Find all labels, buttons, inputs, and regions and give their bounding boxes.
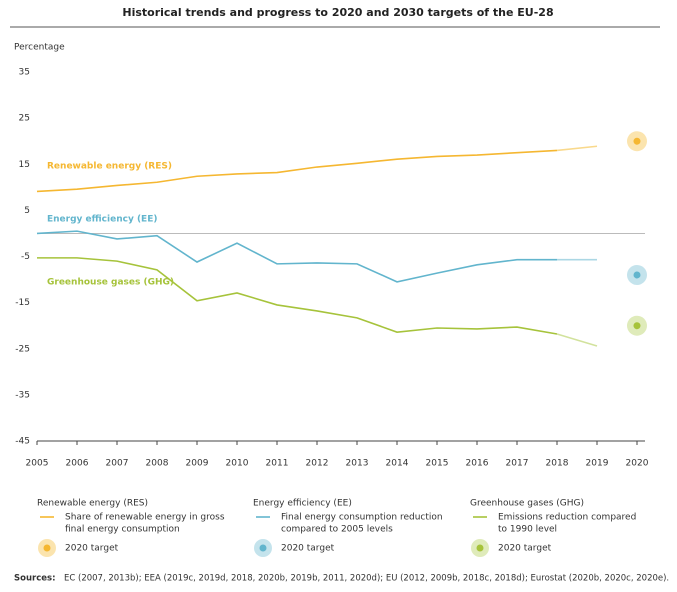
legend-target-label: 2020 target [65,544,119,554]
y-tick-label: -45 [15,437,30,447]
x-tick-label: 2011 [266,459,289,469]
legend-target-dot [476,544,484,552]
y-tick-label: -25 [15,344,30,354]
x-tick-label: 2014 [386,459,409,469]
target-dot [633,137,641,145]
legend-target-label: 2020 target [281,544,335,554]
legend-group-title: Greenhouse gases (GHG) [470,499,584,509]
series-line [37,257,558,335]
x-tick-label: 2007 [106,459,129,469]
legend-group-title: Energy efficiency (EE) [253,499,352,509]
target-dot [633,271,641,279]
legend-description: to 1990 level [498,525,557,535]
y-tick-label: -15 [15,298,30,308]
x-tick-label: 2006 [66,459,89,469]
target-dot [633,322,641,330]
legend-description: compared to 2005 levels [281,525,393,535]
y-tick-label: 5 [24,206,30,216]
legend-description: final energy consumption [65,525,180,535]
x-tick-label: 2010 [226,459,249,469]
projection-line [556,145,598,152]
legend-target-dot [43,544,51,552]
x-tick-label: 2016 [466,459,489,469]
legend-target-dot [259,544,267,552]
sources: EC (2007, 2013b); EEA (2019c, 2019d, 201… [64,574,669,584]
legend-description: Final energy consumption reduction [281,513,443,523]
x-tick-label: 2013 [346,459,369,469]
legend-group-title: Renewable energy (RES) [37,499,148,509]
x-tick-label: 2015 [426,459,449,469]
x-tick-label: 2018 [546,459,569,469]
x-tick-label: 2008 [146,459,169,469]
x-tick-label: 2005 [26,459,49,469]
series-line [36,149,558,193]
y-tick-label: 25 [19,114,30,124]
legend-description: Emissions reduction compared [498,513,636,523]
legend-target-label: 2020 target [498,544,552,554]
x-tick-label: 2012 [306,459,329,469]
y-tick-label: -5 [21,252,30,262]
y-tick-label: 15 [19,160,30,170]
x-tick-label: 2009 [186,459,209,469]
x-tick-label: 2017 [506,459,529,469]
series-inline-label: Greenhouse gases (GHG) [47,278,174,288]
legend-description: Share of renewable energy in gross [65,513,225,523]
x-tick-label: 2020 [626,459,649,469]
sources-label: Sources: [14,574,55,584]
projection-line [556,333,598,347]
series-inline-label: Renewable energy (RES) [47,162,172,172]
y-tick-label: 35 [19,68,30,78]
chart-title: Historical trends and progress to 2020 a… [122,6,553,19]
series-line [36,230,557,283]
series-inline-label: Energy efficiency (EE) [47,215,157,225]
y-tick-label: -35 [15,390,30,400]
y-axis-label: Percentage [14,43,65,53]
x-tick-label: 2019 [586,459,609,469]
